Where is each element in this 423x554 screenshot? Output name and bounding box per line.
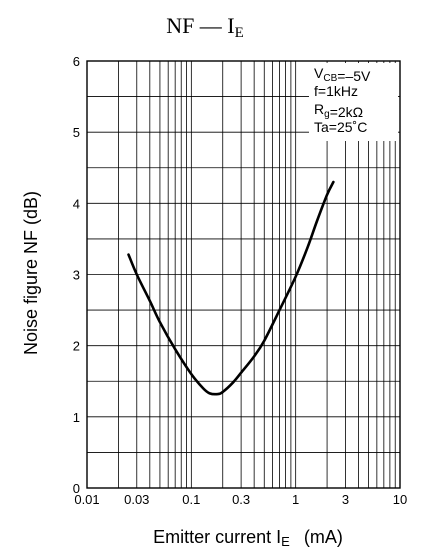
y-tick-label: 6 [73,54,80,69]
y-tick-label: 0 [73,481,80,496]
conditions-line: Ta=25˚C [314,119,367,135]
y-tick-label: 3 [73,268,80,283]
series-layer [127,180,335,396]
y-tick-label: 4 [73,196,80,211]
x-tick-label: 0.3 [232,492,250,507]
chart-title: NF — IE [166,13,244,41]
x-tick-label: 0.1 [182,492,200,507]
y-tick-label: 5 [73,125,80,140]
y-tick-label: 2 [73,339,80,354]
x-tick-label: 0.01 [74,492,99,507]
x-axis-label-unit: (mA) [304,527,343,547]
x-tick-label: 10 [393,492,407,507]
plot-frame [86,60,401,489]
tick-labels: 0.01 0.03 0.1 0.3 1 3 10 0 1 2 3 4 5 6 [73,54,407,507]
y-tick-label: 1 [73,410,80,425]
plot-border [86,60,401,489]
chart-title-main: NF — I [166,13,234,38]
x-axis-label-text: Emitter current I [153,527,281,547]
series-line-nf [127,180,335,396]
x-tick-label: 3 [342,492,349,507]
conditions-line: VCB=–5V [314,65,371,84]
conditions-line: Rg=2kΩ [314,101,363,120]
conditions-box [309,63,398,141]
chart-title-sub: E [235,25,244,41]
x-tick-label: 1 [292,492,299,507]
conditions-line: f=1kHz [314,83,358,99]
y-axis-label: Noise figure NF (dB) [21,191,41,355]
x-axis-label-sub: E [281,534,290,549]
x-axis-label: Emitter current IE (mA) [153,527,343,549]
x-tick-label: 0.03 [124,492,149,507]
